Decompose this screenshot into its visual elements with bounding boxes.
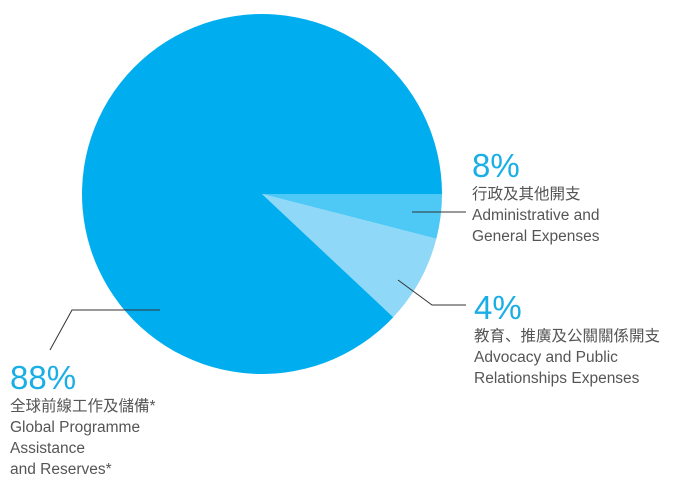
slice-label-advocacy: 4% 教育、推廣及公關關係開支 Advocacy and Public Rela… bbox=[474, 289, 661, 389]
leader-lines bbox=[49, 211, 466, 351]
pie-slice-admin bbox=[262, 194, 442, 239]
slice-label-en-admin-2: General Expenses bbox=[472, 228, 600, 245]
leader-line-global bbox=[49, 309, 160, 351]
slice-label-en-global-1: Global Programme bbox=[10, 419, 141, 436]
slice-label-en-global-2: Assistance bbox=[10, 440, 85, 457]
slice-label-en-global-3: and Reserves* bbox=[10, 461, 112, 478]
slice-percent-global: 88% bbox=[10, 359, 77, 396]
pie-slice-global bbox=[82, 13, 442, 374]
slice-label-en-admin-1: Administrative and bbox=[472, 207, 600, 224]
slice-label-zh-global: 全球前線工作及儲備* bbox=[10, 398, 156, 415]
pie-slice-advocacy bbox=[262, 194, 437, 318]
leader-line-advocacy bbox=[397, 279, 466, 306]
slice-label-en-advocacy-2: Relationships Expenses bbox=[474, 370, 640, 387]
slice-label-zh-advocacy: 教育、推廣及公關關係開支 bbox=[474, 328, 661, 345]
slice-percent-admin: 8% bbox=[472, 147, 520, 184]
slice-label-zh-admin: 行政及其他開支 bbox=[472, 186, 581, 203]
slice-label-global: 88% 全球前線工作及儲備* Global Programme Assistan… bbox=[10, 359, 156, 480]
slice-label-admin: 8% 行政及其他開支 Administrative and General Ex… bbox=[472, 147, 600, 247]
pie-slices bbox=[82, 13, 442, 374]
slice-label-en-advocacy-1: Advocacy and Public bbox=[474, 349, 618, 366]
slice-percent-advocacy: 4% bbox=[474, 289, 522, 326]
